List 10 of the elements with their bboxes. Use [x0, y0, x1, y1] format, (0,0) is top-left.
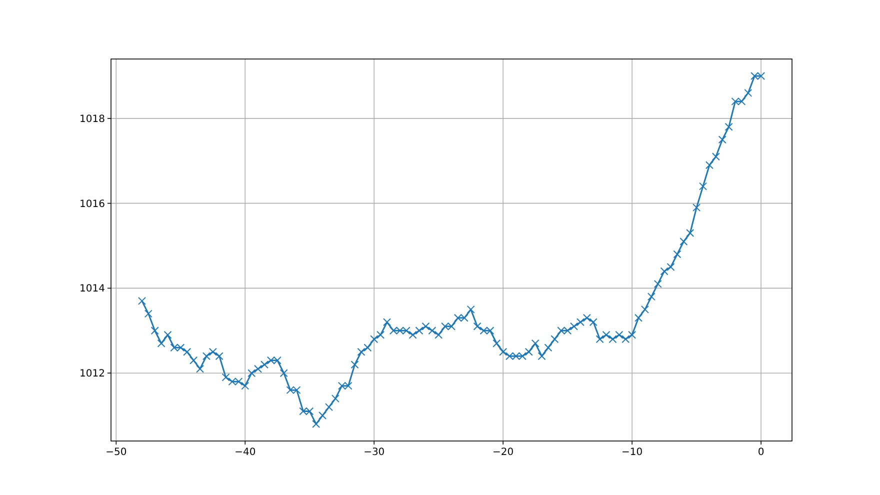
x-tick-label: −50 — [106, 447, 127, 458]
x-tick-label: −40 — [234, 447, 256, 458]
y-tick-label: 1016 — [80, 198, 105, 210]
x-tick-label: −20 — [492, 447, 514, 458]
x-tick-label: −30 — [364, 447, 385, 458]
y-tick-label: 1014 — [80, 284, 105, 295]
x-tick-label: 0 — [758, 447, 764, 458]
x-tick-label: −10 — [622, 447, 643, 458]
y-tick-label: 1012 — [80, 368, 105, 380]
y-tick-label: 1018 — [80, 114, 105, 125]
